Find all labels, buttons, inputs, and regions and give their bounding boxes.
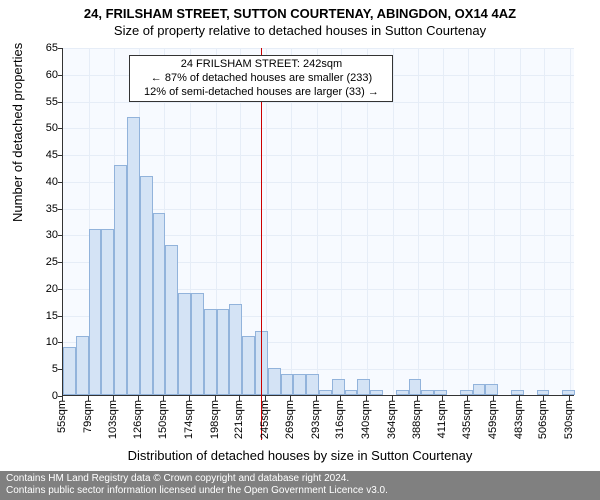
x-tick-label: 126sqm — [132, 400, 144, 439]
histogram-bar — [281, 374, 294, 395]
x-tick-label: 483sqm — [513, 400, 525, 439]
histogram-bar — [434, 390, 447, 395]
y-tick-label: 35 — [36, 203, 58, 215]
histogram-bar — [76, 336, 89, 395]
y-tick-label: 65 — [36, 42, 58, 54]
histogram-bar — [153, 213, 166, 395]
x-tick-label: 364sqm — [386, 400, 398, 439]
annotation-line: 12% of semi-detached houses are larger (… — [136, 86, 386, 100]
histogram-bar — [562, 390, 575, 395]
x-ticks: 55sqm79sqm103sqm126sqm150sqm174sqm198sqm… — [62, 396, 574, 448]
x-tick-label: 435sqm — [461, 400, 473, 439]
x-tick-label: 316sqm — [334, 400, 346, 439]
histogram-bar — [165, 245, 178, 395]
histogram-bar — [396, 390, 409, 395]
x-axis-label: Distribution of detached houses by size … — [0, 448, 600, 463]
x-tick-label: 340sqm — [360, 400, 372, 439]
x-tick-label: 388sqm — [411, 400, 423, 439]
histogram-bar — [421, 390, 434, 395]
histogram-bar — [127, 117, 140, 395]
x-tick-label: 174sqm — [183, 400, 195, 439]
y-tick-label: 0 — [36, 390, 58, 402]
histogram-bar — [101, 229, 114, 395]
y-tick-label: 5 — [36, 363, 58, 375]
histogram-bar — [306, 374, 319, 395]
page-title: 24, FRILSHAM STREET, SUTTON COURTENAY, A… — [0, 0, 600, 21]
histogram-bar — [345, 390, 358, 395]
y-tick-label: 60 — [36, 69, 58, 81]
histogram-bar — [229, 304, 242, 395]
reference-line — [261, 48, 262, 440]
histogram-bar — [409, 379, 422, 395]
histogram-bar — [319, 390, 332, 395]
histogram-bar — [293, 374, 306, 395]
x-tick-label: 79sqm — [82, 400, 94, 433]
x-tick-label: 55sqm — [56, 400, 68, 433]
attribution-footer: Contains HM Land Registry data © Crown c… — [0, 471, 600, 500]
histogram-bar — [217, 309, 230, 395]
histogram-bar — [485, 384, 498, 395]
footer-line-1: Contains HM Land Registry data © Crown c… — [6, 473, 594, 485]
histogram-bar — [332, 379, 345, 395]
y-tick-label: 20 — [36, 283, 58, 295]
y-ticks: 05101520253035404550556065 — [30, 48, 62, 396]
x-tick-label: 198sqm — [209, 400, 221, 439]
x-tick-label: 269sqm — [284, 400, 296, 439]
y-tick-label: 15 — [36, 310, 58, 322]
x-tick-label: 506sqm — [537, 400, 549, 439]
histogram-plot: 24 FRILSHAM STREET: 242sqm← 87% of detac… — [62, 48, 574, 396]
y-tick-label: 25 — [36, 256, 58, 268]
footer-line-2: Contains public sector information licen… — [6, 485, 594, 497]
histogram-bar — [89, 229, 102, 395]
x-tick-label: 103sqm — [107, 400, 119, 439]
histogram-bar — [473, 384, 486, 395]
annotation-box: 24 FRILSHAM STREET: 242sqm← 87% of detac… — [129, 55, 393, 102]
histogram-bar — [511, 390, 524, 395]
x-tick-label: 530sqm — [563, 400, 575, 439]
y-axis-label: Number of detached properties — [10, 43, 25, 222]
histogram-bar — [460, 390, 473, 395]
x-tick-label: 245sqm — [259, 400, 271, 439]
x-tick-label: 459sqm — [487, 400, 499, 439]
histogram-bar — [204, 309, 217, 395]
histogram-bar — [357, 379, 370, 395]
histogram-bar — [370, 390, 383, 395]
histogram-bar — [178, 293, 191, 395]
page-subtitle: Size of property relative to detached ho… — [0, 21, 600, 38]
x-tick-label: 411sqm — [436, 400, 448, 438]
histogram-bar — [268, 368, 281, 395]
histogram-bar — [140, 176, 153, 396]
x-tick-label: 221sqm — [233, 400, 245, 439]
y-tick-label: 45 — [36, 149, 58, 161]
y-tick-label: 50 — [36, 122, 58, 134]
histogram-bar — [537, 390, 550, 395]
y-tick-label: 10 — [36, 336, 58, 348]
y-tick-label: 55 — [36, 96, 58, 108]
x-tick-label: 150sqm — [157, 400, 169, 439]
histogram-bar — [191, 293, 204, 395]
y-tick-label: 40 — [36, 176, 58, 188]
histogram-bar — [114, 165, 127, 395]
x-tick-label: 293sqm — [310, 400, 322, 439]
annotation-line: ← 87% of detached houses are smaller (23… — [136, 72, 386, 86]
y-tick-label: 30 — [36, 229, 58, 241]
annotation-line: 24 FRILSHAM STREET: 242sqm — [136, 58, 386, 72]
histogram-bar — [242, 336, 255, 395]
histogram-bar — [63, 347, 76, 395]
